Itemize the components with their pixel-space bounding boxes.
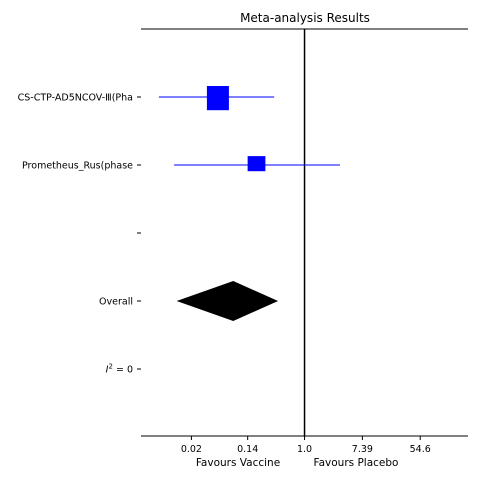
- x-label-left: Favours Vaccine: [196, 457, 280, 469]
- y-tick-label: I2 = 0: [106, 363, 133, 376]
- y-tick-label: Overall: [99, 297, 133, 308]
- x-tick-label: 1.0: [297, 444, 312, 455]
- y-tick-label: CS-CTP-AD5NCOV-Ⅲ(Pha: [18, 93, 133, 104]
- study-square: [247, 156, 266, 172]
- x-tick-label: 0.02: [181, 444, 202, 455]
- study-square: [206, 86, 229, 111]
- chart-title: Meta-analysis Results: [240, 11, 370, 25]
- x-tick-label: 54.6: [410, 444, 431, 455]
- y-tick-label: Prometheus_Rus(phase: [22, 161, 133, 172]
- x-label-right: Favours Placebo: [314, 457, 399, 469]
- x-tick-label: 7.39: [352, 444, 373, 455]
- x-tick-label: 0.14: [237, 444, 258, 455]
- summary-diamond: [176, 281, 279, 321]
